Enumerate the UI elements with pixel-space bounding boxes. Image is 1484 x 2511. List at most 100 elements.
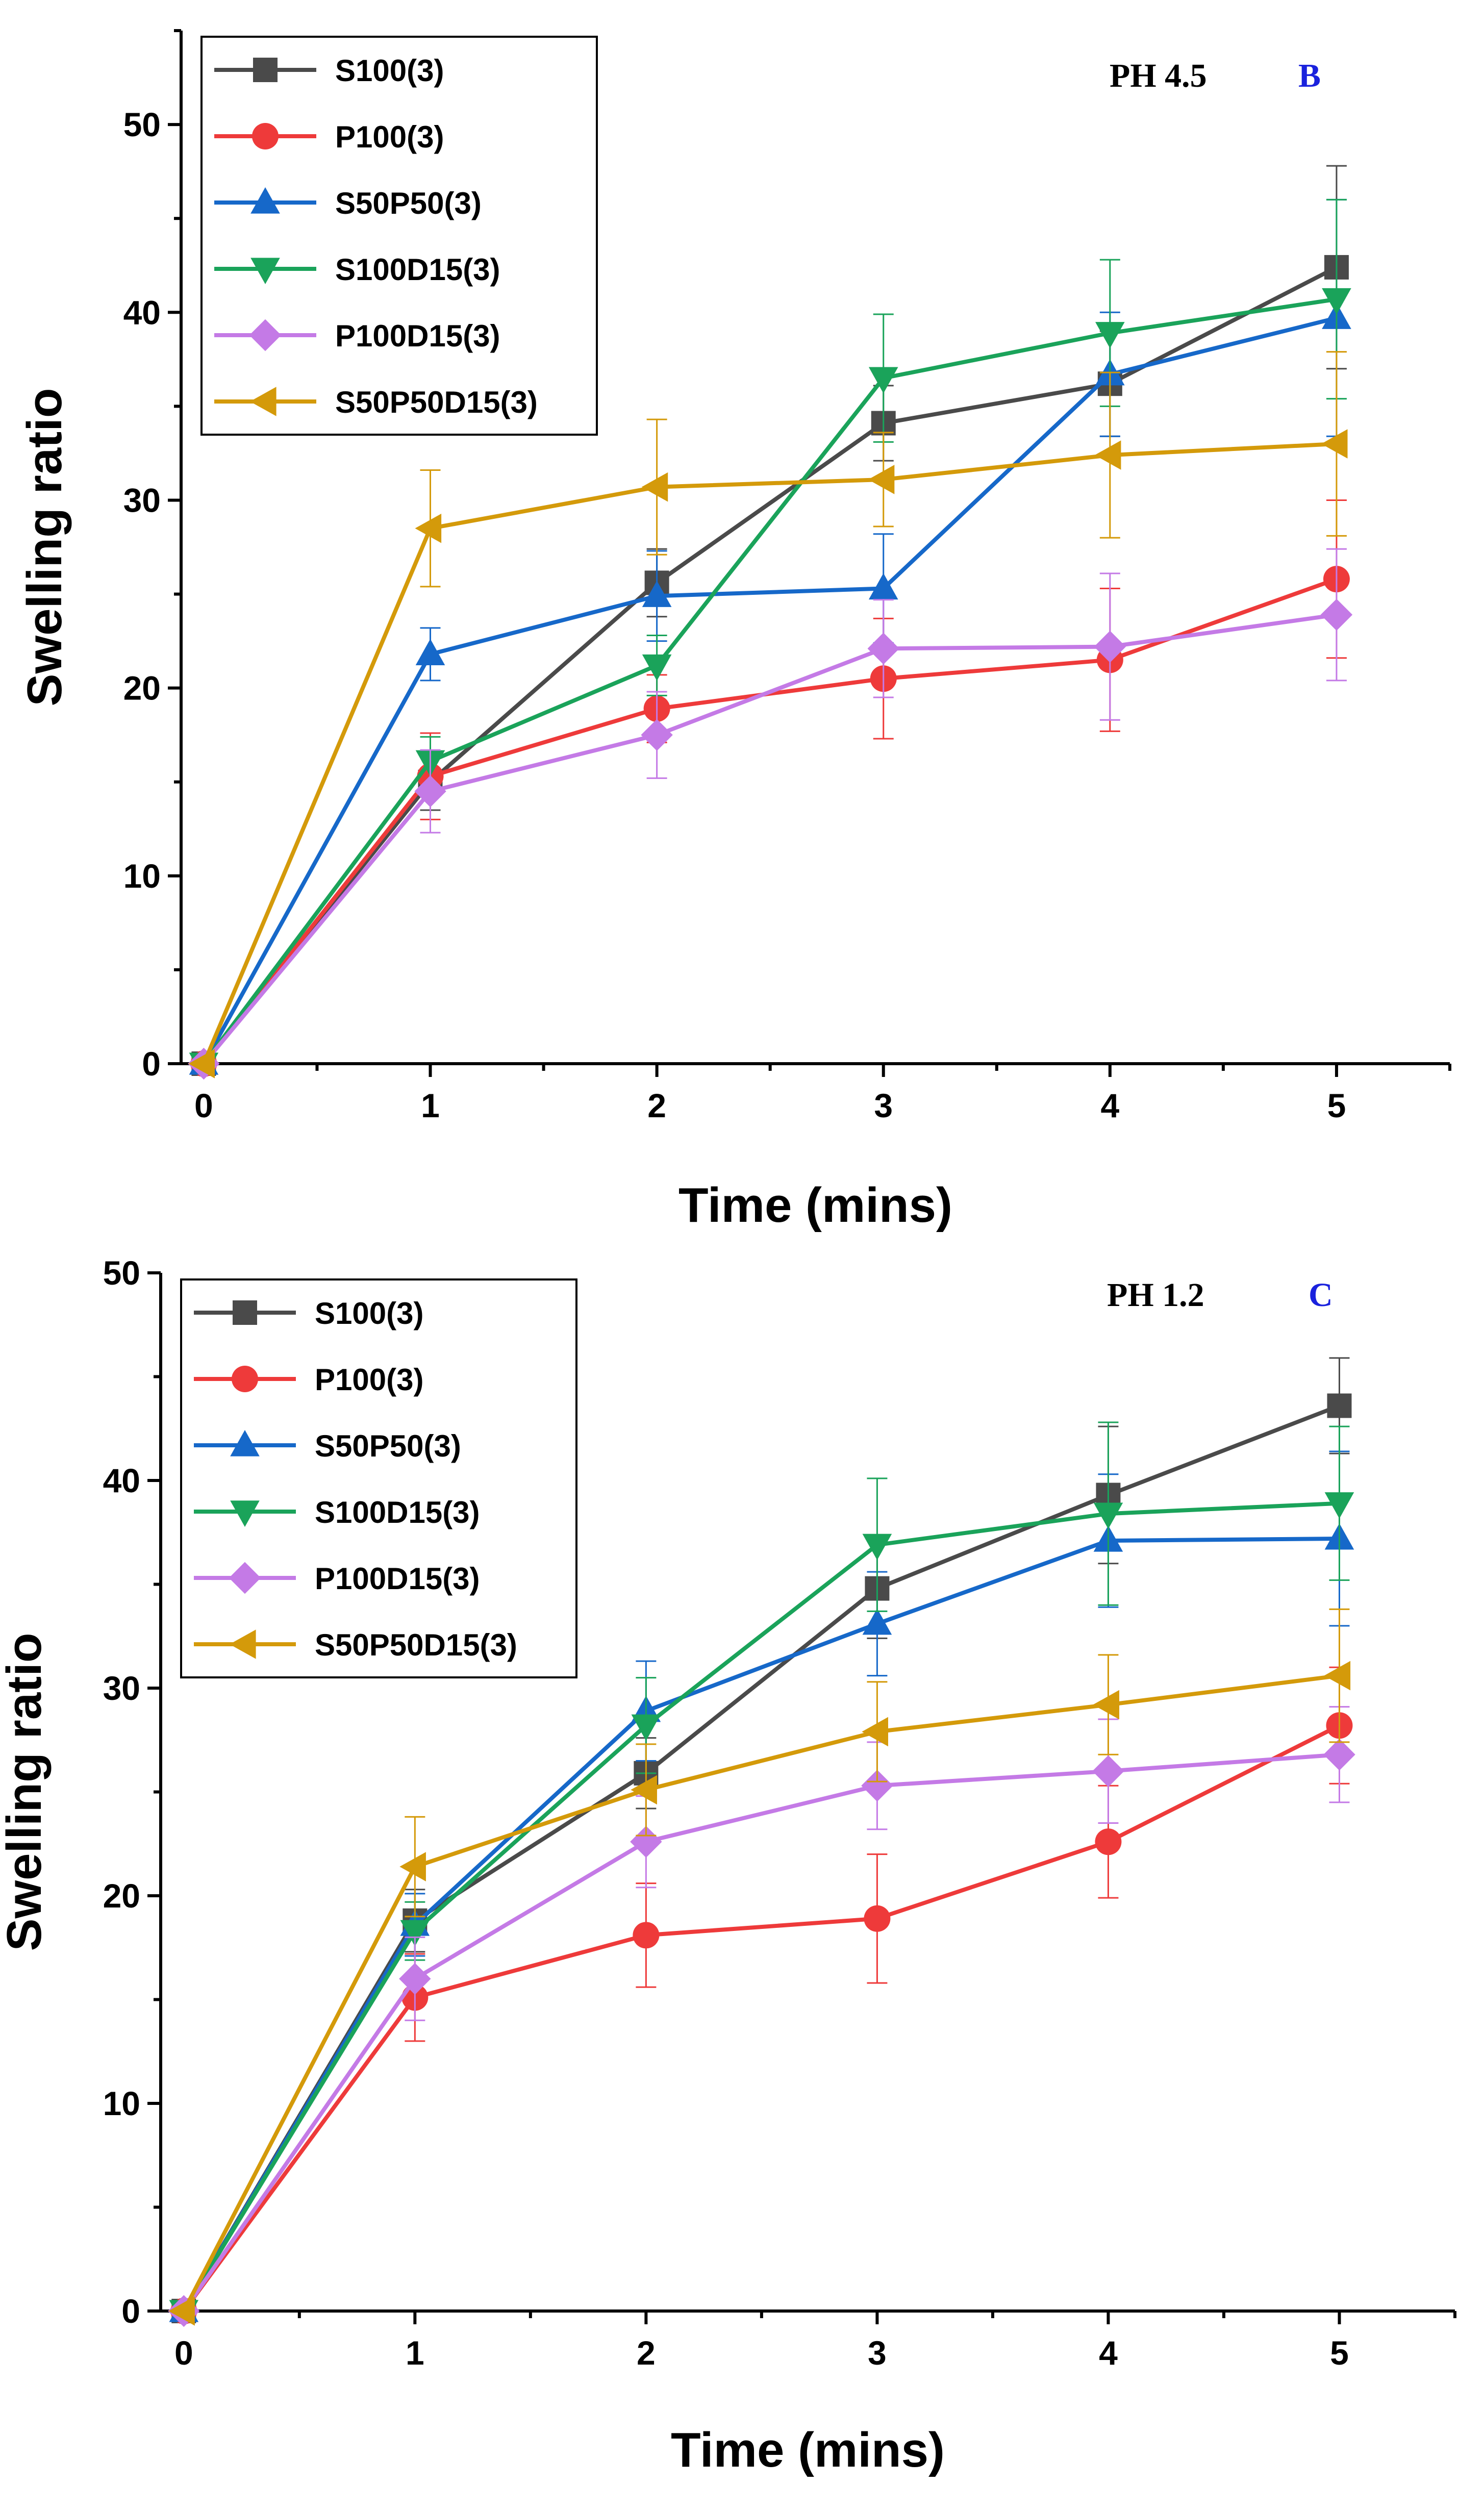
condition-label: PH 4.5 xyxy=(1110,57,1207,94)
x-axis-label: Time (mins) xyxy=(671,2423,945,2477)
legend-swatch-marker xyxy=(230,1430,260,1457)
x-tick-label: 0 xyxy=(194,1087,213,1124)
panel-letter: B xyxy=(1298,57,1321,94)
legend-entry-p100-3: P100(3) xyxy=(194,1363,423,1397)
series-line xyxy=(182,1723,1341,2313)
legend-swatch-marker xyxy=(250,187,280,214)
legend-swatch-marker xyxy=(230,1629,256,1659)
data-point xyxy=(1092,1755,1124,1787)
data-point xyxy=(1093,1690,1120,1720)
series-line xyxy=(182,1536,1340,2313)
data-point xyxy=(1321,429,1348,459)
data-point xyxy=(1094,440,1121,470)
data-point xyxy=(862,1534,892,1561)
series-line xyxy=(182,1501,1340,2313)
legend: S100(3) P100(3) S50P50(3) S100D15(3) P100D15… xyxy=(200,36,598,436)
x-tick-label: 5 xyxy=(1330,2334,1349,2372)
legend-label: S50P50D15(3) xyxy=(315,1628,517,1662)
condition-label: PH 1.2 xyxy=(1107,1276,1204,1314)
data-point xyxy=(400,1920,430,1947)
y-tick-label: 40 xyxy=(103,1462,140,1499)
data-point xyxy=(1095,1828,1122,1855)
legend-entry-p100d15-3: P100D15(3) xyxy=(214,319,500,353)
legend-swatch-marker xyxy=(250,387,276,416)
legend-entry-s100d15-3: S100D15(3) xyxy=(214,253,500,287)
legend-entry-p100-3: P100(3) xyxy=(214,120,444,154)
y-tick-label: 20 xyxy=(123,669,161,707)
data-point xyxy=(1323,1739,1355,1771)
data-point xyxy=(642,581,672,607)
y-tick-label: 30 xyxy=(103,1669,140,1707)
y-axis-label: Swelling ratio xyxy=(17,388,72,706)
data-point xyxy=(631,1714,661,1741)
legend-label: S100D15(3) xyxy=(315,1495,480,1529)
legend-label: S50P50D15(3) xyxy=(335,385,538,419)
legend-label: P100(3) xyxy=(315,1363,423,1397)
data-point xyxy=(415,513,442,543)
x-tick-label: 2 xyxy=(637,2334,656,2372)
data-point xyxy=(1322,288,1351,315)
legend: S100(3) P100(3) S50P50(3) S100D15(3) P100D15… xyxy=(180,1278,577,1678)
series-s50p50d15-3 xyxy=(188,351,1348,1078)
data-point xyxy=(641,719,673,751)
legend-entry-s100d15-3: S100D15(3) xyxy=(194,1495,480,1529)
x-tick-label: 5 xyxy=(1327,1087,1346,1124)
series-line xyxy=(202,442,1337,1065)
y-tick-label: 20 xyxy=(103,1877,140,1915)
legend-swatch-marker xyxy=(249,319,282,351)
data-point xyxy=(864,1905,891,1932)
data-point xyxy=(868,573,898,600)
data-point xyxy=(168,2296,195,2326)
y-tick-label: 50 xyxy=(103,1254,140,1292)
y-tick-label: 0 xyxy=(142,1045,161,1083)
legend-label: P100D15(3) xyxy=(315,1562,480,1596)
data-point xyxy=(630,1825,662,1858)
panel-letter: C xyxy=(1309,1276,1333,1314)
data-point xyxy=(862,1717,889,1747)
x-tick-label: 2 xyxy=(647,1087,666,1124)
series-line xyxy=(182,1673,1340,2312)
x-tick-label: 3 xyxy=(868,2334,887,2372)
legend-box xyxy=(200,36,598,436)
x-tick-label: 3 xyxy=(874,1087,893,1124)
legend-entry-p100d15-3: P100D15(3) xyxy=(194,1562,480,1596)
legend-swatch-marker xyxy=(253,58,278,82)
y-axis-label: Swelling ratio xyxy=(0,1633,52,1951)
legend-swatch-marker xyxy=(250,258,280,284)
legend-label: S100(3) xyxy=(315,1296,423,1330)
legend-box xyxy=(180,1278,577,1678)
legend-label: P100D15(3) xyxy=(335,319,500,353)
data-point xyxy=(399,1852,426,1881)
data-point xyxy=(188,1049,215,1078)
chart-panel-c: 0 10 20 30 40 50 0 1 2 3 4 5 Time (mins) Swelling rat… xyxy=(0,1254,1456,2477)
data-point xyxy=(868,367,898,394)
series-line xyxy=(202,316,1337,1065)
data-point xyxy=(633,1922,660,1949)
data-point xyxy=(414,775,446,808)
legend-label: S100(3) xyxy=(335,54,444,88)
x-tick-label: 4 xyxy=(1099,2334,1118,2372)
data-point xyxy=(1093,1502,1123,1529)
data-point xyxy=(1324,1661,1351,1691)
legend-swatch-marker xyxy=(229,1562,261,1594)
data-point xyxy=(1094,631,1126,663)
x-tick-label: 0 xyxy=(174,2334,193,2372)
data-point xyxy=(861,1770,893,1802)
legend-entry-s50p50-3: S50P50(3) xyxy=(214,186,482,220)
y-tick-label: 40 xyxy=(123,293,161,331)
x-axis-label: Time (mins) xyxy=(678,1178,952,1233)
y-tick-label: 50 xyxy=(123,106,161,143)
data-point xyxy=(1320,598,1353,631)
x-tick-label: 1 xyxy=(406,2334,424,2372)
series-s50p50d15-3 xyxy=(168,1608,1351,2326)
data-point xyxy=(1327,1393,1352,1418)
x-tick-label: 4 xyxy=(1100,1087,1119,1124)
data-point xyxy=(415,639,445,665)
data-point xyxy=(642,654,672,681)
y-tick-label: 0 xyxy=(121,2292,140,2330)
legend-entry-s50p50-3: S50P50(3) xyxy=(194,1429,461,1463)
data-point xyxy=(1095,322,1125,348)
y-tick-label: 10 xyxy=(123,857,161,895)
